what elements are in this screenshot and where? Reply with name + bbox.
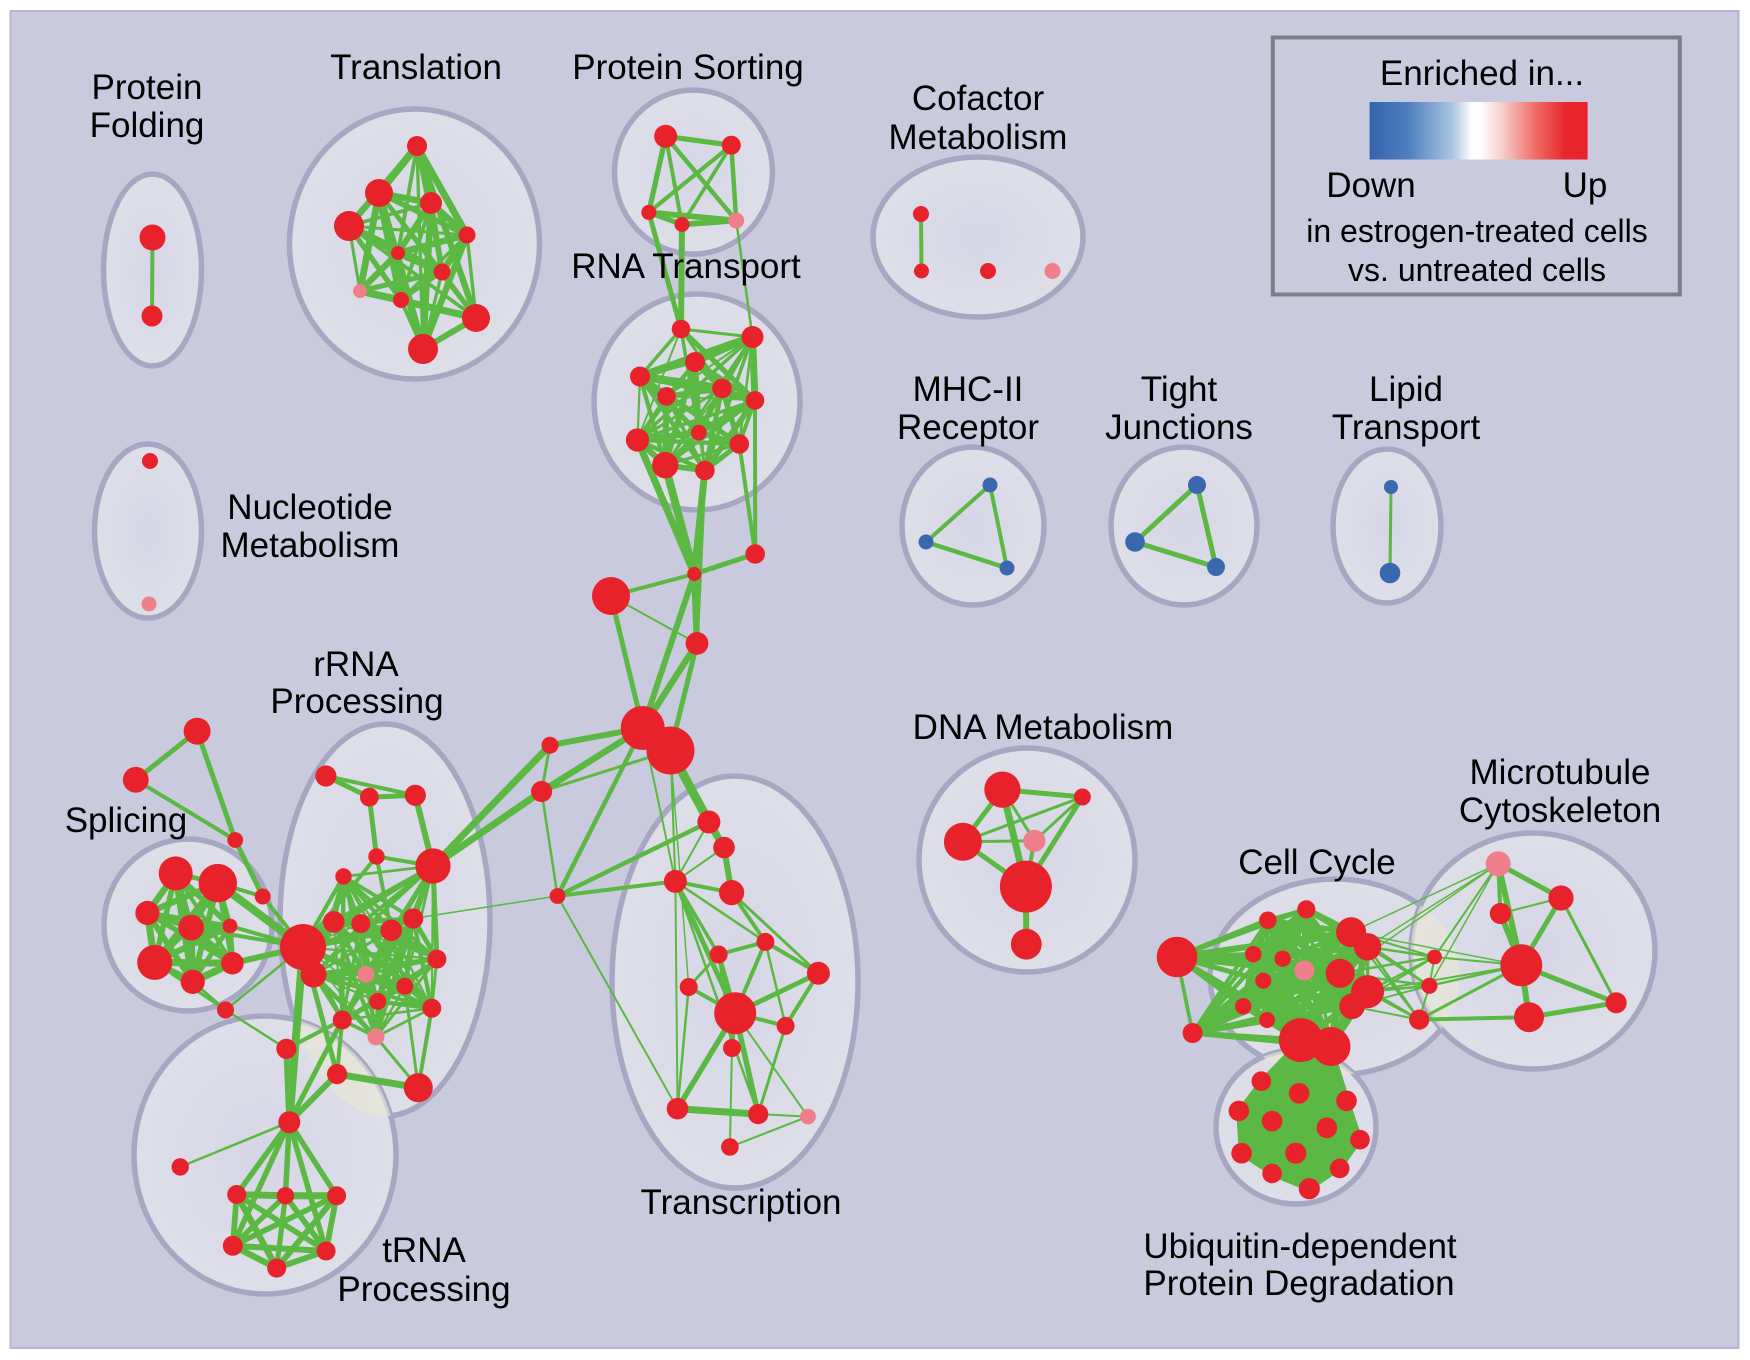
svg-text:Cytoskeleton: Cytoskeleton: [1459, 791, 1661, 830]
svg-text:Protein: Protein: [92, 68, 203, 107]
svg-text:Down: Down: [1326, 166, 1415, 205]
svg-text:Protein Sorting: Protein Sorting: [572, 48, 804, 87]
svg-text:Up: Up: [1563, 166, 1608, 205]
svg-text:RNA Transport: RNA Transport: [571, 247, 801, 286]
svg-text:Metabolism: Metabolism: [221, 526, 400, 565]
svg-text:Transcription: Transcription: [641, 1183, 842, 1222]
svg-text:Protein Degradation: Protein Degradation: [1143, 1264, 1454, 1303]
svg-text:Translation: Translation: [330, 48, 502, 87]
svg-text:Folding: Folding: [90, 106, 205, 145]
svg-text:Processing: Processing: [337, 1270, 510, 1309]
svg-text:in estrogen-treated cells: in estrogen-treated cells: [1306, 213, 1648, 249]
svg-text:Lipid: Lipid: [1369, 370, 1443, 409]
svg-text:Enriched in...: Enriched in...: [1380, 54, 1584, 93]
svg-text:Splicing: Splicing: [65, 801, 188, 840]
svg-text:Receptor: Receptor: [897, 408, 1039, 447]
svg-text:Ubiquitin-dependent: Ubiquitin-dependent: [1143, 1227, 1457, 1266]
svg-text:Metabolism: Metabolism: [889, 118, 1068, 157]
svg-text:Microtubule: Microtubule: [1470, 753, 1651, 792]
svg-text:Cofactor: Cofactor: [912, 79, 1045, 118]
svg-text:Processing: Processing: [270, 682, 443, 721]
svg-text:Cell Cycle: Cell Cycle: [1238, 843, 1396, 882]
svg-text:Transport: Transport: [1332, 408, 1481, 447]
svg-text:Tight: Tight: [1141, 370, 1218, 409]
svg-text:Junctions: Junctions: [1105, 408, 1253, 447]
svg-text:rRNA: rRNA: [313, 645, 399, 684]
svg-text:vs. untreated cells: vs. untreated cells: [1348, 252, 1606, 288]
svg-text:Nucleotide: Nucleotide: [227, 488, 392, 527]
svg-text:DNA Metabolism: DNA Metabolism: [913, 708, 1174, 747]
svg-text:tRNA: tRNA: [382, 1231, 466, 1270]
svg-text:MHC-II: MHC-II: [913, 370, 1024, 409]
